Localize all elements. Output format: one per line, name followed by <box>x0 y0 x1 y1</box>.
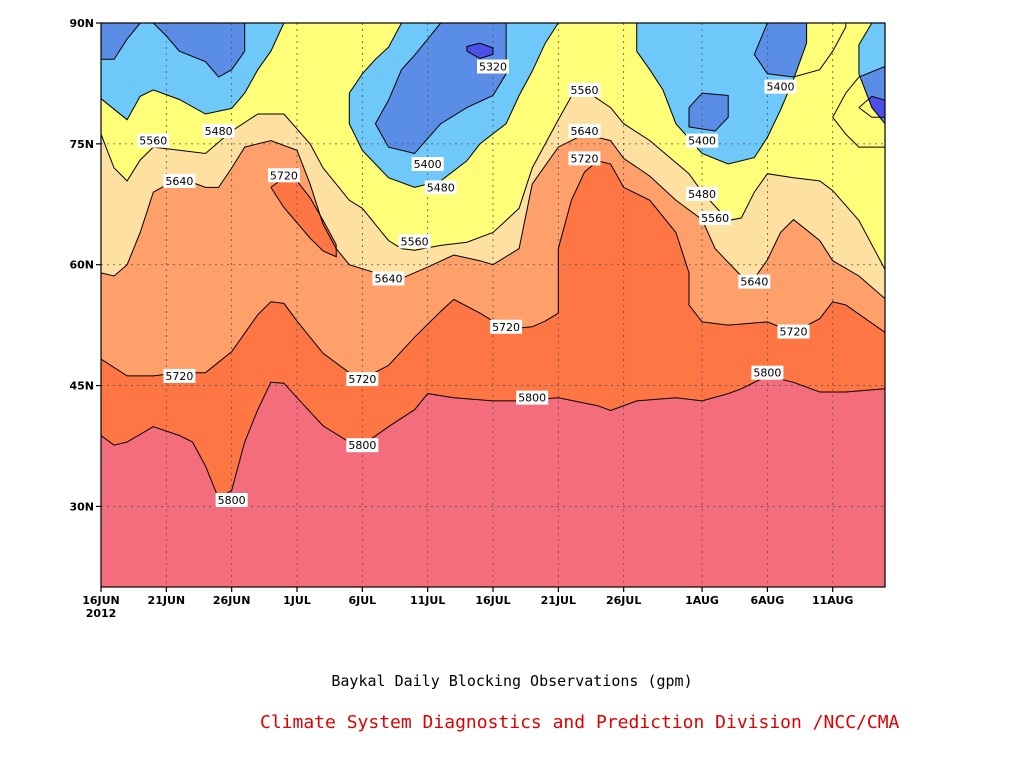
contour-line <box>374 23 507 155</box>
x-tick-label: 1AUG <box>685 594 719 607</box>
contour-label: 5720 <box>777 324 810 339</box>
svg-text:5720: 5720 <box>165 370 193 383</box>
svg-text:5560: 5560 <box>401 235 429 248</box>
chart-title: Baykal Daily Blocking Observations (gpm) <box>331 672 693 690</box>
svg-text:5800: 5800 <box>348 439 376 452</box>
svg-text:5800: 5800 <box>218 494 246 507</box>
contour-line <box>688 92 729 132</box>
svg-text:5400: 5400 <box>766 81 794 94</box>
x-tick-label: 6AUG <box>751 594 785 607</box>
x-tick-label: 6JUL <box>348 594 376 607</box>
contour-line <box>101 375 885 500</box>
contour-label: 5400 <box>764 79 797 94</box>
svg-text:5720: 5720 <box>492 321 520 334</box>
svg-text:5720: 5720 <box>270 169 298 182</box>
x-tick-label: 26JUL <box>606 594 641 607</box>
contour-label: 5480 <box>202 123 235 138</box>
contour-label: 5640 <box>163 173 196 188</box>
contour-label: 5400 <box>411 157 444 171</box>
contour-label: 5480 <box>424 180 457 195</box>
contour-label: 5560 <box>137 133 170 148</box>
contour-line <box>466 42 494 60</box>
contour-label: 5720 <box>163 368 196 383</box>
contour-line <box>101 23 285 121</box>
x-tick-label: 21JUN <box>148 594 186 607</box>
y-tick-label: 90N <box>69 17 94 30</box>
contour-line <box>348 23 559 188</box>
contour-labels: 5800 5800 5800 5800 5720 5720 5720 5720 5720 5720… <box>137 59 810 507</box>
contour-line <box>101 133 885 299</box>
contour-label: 5640 <box>738 274 771 289</box>
contour-label: 5560 <box>699 210 732 225</box>
svg-text:5720: 5720 <box>780 326 808 339</box>
x-tick-label: 11AUG <box>812 594 853 607</box>
svg-text:5640: 5640 <box>570 125 598 138</box>
svg-text:5800: 5800 <box>518 392 546 405</box>
y-tick-label: 30N <box>69 500 94 513</box>
contour-label: 5560 <box>568 82 601 97</box>
svg-text:5640: 5640 <box>374 272 402 285</box>
contour-lines <box>101 23 885 500</box>
band-fill <box>270 177 337 257</box>
y-tick-label: 60N <box>69 259 94 272</box>
svg-text:5480: 5480 <box>688 188 716 201</box>
contour-label: 5800 <box>516 390 549 405</box>
contour-line <box>753 23 847 78</box>
y-tick-label: 75N <box>69 138 94 151</box>
svg-text:5480: 5480 <box>427 181 455 194</box>
x-tick-label: 11JUL <box>410 594 445 607</box>
contour-label: 5800 <box>215 492 248 507</box>
band-fill <box>101 23 141 60</box>
svg-text:5720: 5720 <box>570 152 598 165</box>
contour-label: 5640 <box>372 271 405 286</box>
contour-line <box>858 95 885 118</box>
band-fill <box>689 93 729 131</box>
x-tick-label: 16JUL <box>475 594 510 607</box>
x-tick-sublabel: 2012 <box>86 607 117 620</box>
x-tick-label: 21JUL <box>541 594 576 607</box>
contour-label: 5560 <box>398 234 431 249</box>
svg-text:5560: 5560 <box>570 84 598 97</box>
contour-line <box>101 160 885 380</box>
svg-text:5400: 5400 <box>414 158 442 171</box>
contour-line <box>858 23 885 125</box>
contour-label: 5320 <box>477 59 509 74</box>
contour-line <box>101 23 141 60</box>
svg-text:5560: 5560 <box>139 135 167 148</box>
chart-credit: Climate System Diagnostics and Predictio… <box>260 712 900 733</box>
contour-line <box>636 23 808 165</box>
contour-label: 5800 <box>751 365 784 380</box>
contour-label: 5480 <box>686 186 719 201</box>
contour-line <box>832 66 885 148</box>
contour-label: 5720 <box>267 168 300 183</box>
contour-label: 5800 <box>346 438 379 453</box>
svg-text:5480: 5480 <box>205 125 233 138</box>
svg-text:5400: 5400 <box>688 135 716 148</box>
contour-line <box>101 89 885 270</box>
y-tick-label: 45N <box>69 380 94 393</box>
svg-text:5800: 5800 <box>753 367 781 380</box>
svg-text:5640: 5640 <box>165 175 193 188</box>
contour-label: 5400 <box>686 133 719 148</box>
svg-text:5320: 5320 <box>479 61 507 74</box>
contour-line <box>152 23 246 78</box>
svg-text:5640: 5640 <box>740 276 768 289</box>
svg-text:5720: 5720 <box>348 373 376 386</box>
contour-label: 5720 <box>346 372 379 387</box>
contour-label: 5720 <box>568 151 601 166</box>
band-fill <box>153 23 245 77</box>
contour-label: 5640 <box>568 123 601 138</box>
svg-text:5560: 5560 <box>701 212 729 225</box>
x-tick-label: 1JUL <box>283 594 311 607</box>
contour-label: 5720 <box>490 319 523 334</box>
x-tick-label: 26JUN <box>213 594 251 607</box>
band-fill <box>375 23 507 154</box>
x-tick-label: 16JUN <box>82 594 120 607</box>
